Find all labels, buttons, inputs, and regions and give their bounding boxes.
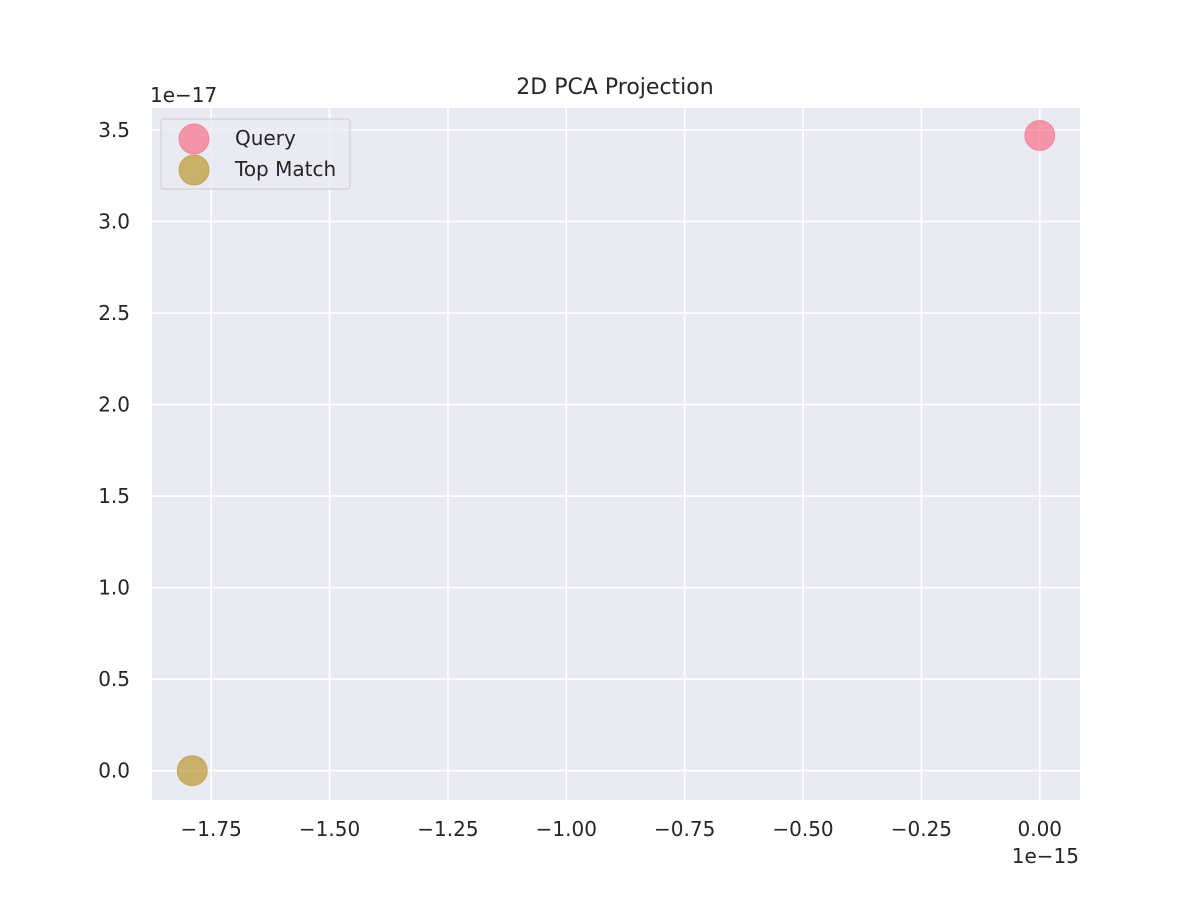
y-tick-label: 1.0 — [98, 576, 130, 600]
x-tick-labels: −1.75 −1.50 −1.25 −1.00 −0.75 −0.50 −0.25 0.00 — [181, 817, 1062, 841]
chart-title: 2D PCA Projection — [516, 75, 713, 100]
x-tick-label: −1.00 — [536, 817, 597, 841]
x-tick-label: −0.75 — [654, 817, 715, 841]
x-tick-label: 0.00 — [1017, 817, 1062, 841]
y-tick-labels: 0.0 0.5 1.0 1.5 2.0 2.5 3.0 3.5 — [98, 118, 130, 783]
x-offset-label: 1e−15 — [1012, 844, 1079, 868]
x-tick-label: −1.50 — [299, 817, 360, 841]
y-tick-label: 2.0 — [98, 393, 130, 417]
legend-label-query: Query — [235, 126, 296, 150]
x-tick-label: −1.75 — [181, 817, 242, 841]
legend-label-top-match: Top Match — [234, 157, 336, 181]
y-tick-label: 1.5 — [98, 484, 130, 508]
x-tick-label: −0.25 — [891, 817, 952, 841]
y-tick-label: 0.0 — [98, 759, 130, 783]
y-tick-label: 0.5 — [98, 667, 130, 691]
legend-marker-top-match — [178, 154, 210, 186]
data-points — [176, 119, 1056, 787]
x-tick-label: −1.25 — [417, 817, 478, 841]
legend-marker-query — [178, 123, 210, 155]
scatter-point-query — [1024, 119, 1056, 151]
y-tick-label: 2.5 — [98, 301, 130, 325]
y-tick-label: 3.0 — [98, 210, 130, 234]
legend: Query Top Match — [160, 118, 351, 190]
grid — [152, 108, 1080, 800]
scatter-point-top-match — [176, 755, 208, 787]
x-tick-label: −0.50 — [772, 817, 833, 841]
y-tick-label: 3.5 — [98, 118, 130, 142]
y-offset-label: 1e−17 — [150, 83, 217, 107]
plot-background — [152, 108, 1080, 800]
